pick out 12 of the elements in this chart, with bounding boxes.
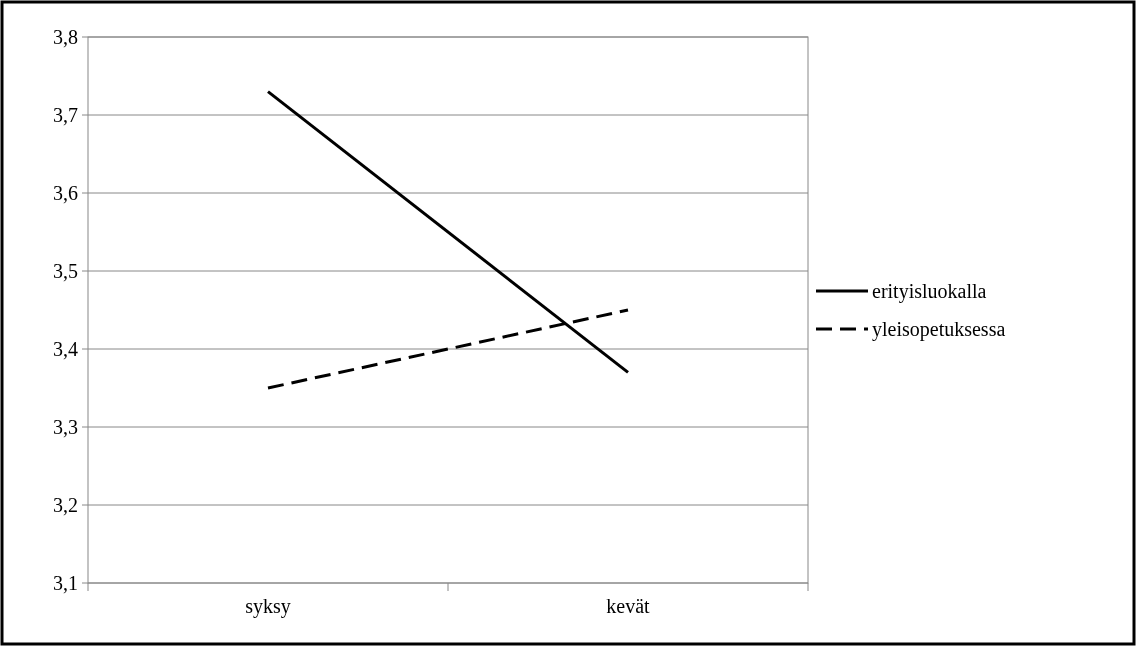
y-tick-label: 3,2 (53, 494, 78, 516)
x-tick-label: kevät (606, 595, 651, 617)
y-tick-label: 3,8 (53, 26, 78, 48)
legend-label: yleisopetuksessa (872, 318, 1006, 341)
legend-label: erityisluokalla (872, 280, 987, 303)
y-tick-label: 3,1 (53, 572, 78, 594)
y-tick-label: 3,4 (53, 338, 78, 360)
y-tick-label: 3,3 (53, 416, 78, 438)
x-tick-label: syksy (245, 595, 291, 618)
y-tick-label: 3,6 (53, 182, 78, 204)
y-tick-label: 3,5 (53, 260, 78, 282)
y-tick-label: 3,7 (53, 104, 78, 126)
